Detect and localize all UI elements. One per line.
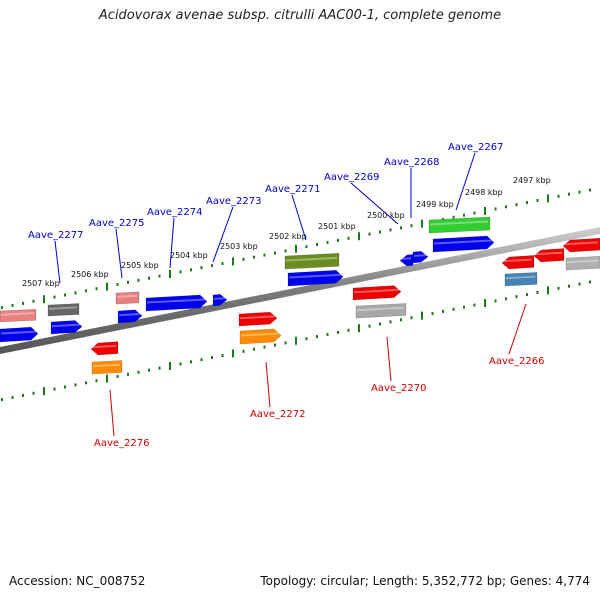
feature-arrow xyxy=(145,294,208,312)
feature-arrow xyxy=(239,328,282,345)
scale-label: 2501 kbp xyxy=(318,222,356,231)
feature-highlight xyxy=(116,294,138,298)
feature-highlight xyxy=(146,298,206,304)
leader-line xyxy=(109,389,115,437)
backbone-band xyxy=(0,227,600,354)
gene-features xyxy=(0,216,600,375)
gene-label-upper: Aave_2277 xyxy=(28,230,84,241)
feature-arrow-reverse xyxy=(501,255,535,270)
gene-label-lower: Aave_2276 xyxy=(94,438,150,449)
gene-label-upper: Aave_2273 xyxy=(206,196,262,207)
feature-highlight xyxy=(51,323,81,328)
feature-highlight xyxy=(502,258,533,263)
feature-highlight xyxy=(400,257,412,260)
feature-highlight xyxy=(566,259,599,264)
scale-label: 2504 kbp xyxy=(170,251,208,260)
leader-line xyxy=(54,240,61,284)
feature-arrow xyxy=(212,293,228,307)
feature-arrow xyxy=(432,235,495,253)
feature-block xyxy=(355,303,407,319)
leader-line xyxy=(350,182,399,225)
feature-highlight xyxy=(0,330,37,335)
gene-label-lower: Aave_2270 xyxy=(371,383,427,394)
scale-label: 2497 kbp xyxy=(513,176,551,185)
feature-highlight xyxy=(429,220,489,226)
scale-label: 2502 kbp xyxy=(269,232,307,241)
feature-block xyxy=(428,216,491,234)
feature-highlight xyxy=(118,313,141,317)
leader-line xyxy=(291,194,307,241)
feature-block xyxy=(47,303,80,317)
feature-block xyxy=(284,252,340,270)
feature-arrow-reverse xyxy=(562,237,600,253)
feature-block xyxy=(0,308,37,323)
leader-line xyxy=(212,206,234,263)
feature-highlight xyxy=(285,256,338,262)
feature-highlight xyxy=(92,363,121,368)
feature-highlight xyxy=(433,239,493,245)
feature-arrow xyxy=(412,250,429,264)
feature-arrow xyxy=(238,311,278,327)
feature-highlight xyxy=(505,275,536,280)
map-title: Acidovorax avenae subsp. citrulli AAC00-… xyxy=(98,8,502,23)
feature-arrow xyxy=(117,309,143,324)
scale-label: 2503 kbp xyxy=(220,242,258,251)
scale-label: 2506 kbp xyxy=(71,270,109,279)
scale-label: 2507 kbp xyxy=(22,279,60,288)
gene-label-upper: Aave_2268 xyxy=(384,157,440,168)
feature-highlight xyxy=(288,273,342,279)
feature-highlight xyxy=(356,306,405,312)
scale-label: 2499 kbp xyxy=(416,200,454,209)
leader-line xyxy=(508,303,527,355)
feature-highlight xyxy=(534,251,563,256)
feature-arrow xyxy=(287,269,344,287)
feature-highlight xyxy=(240,332,280,337)
leader-line xyxy=(455,152,476,211)
feature-arrow xyxy=(0,326,39,343)
feature-arrow-reverse xyxy=(90,341,119,356)
gene-label-lower: Aave_2266 xyxy=(489,356,545,367)
leader-line xyxy=(169,217,175,269)
feature-block xyxy=(115,291,140,305)
scale-label: 2498 kbp xyxy=(465,188,503,197)
feature-block xyxy=(504,272,538,287)
feature-highlight xyxy=(213,297,226,300)
scale-labels: 2507 kbp 2506 kbp 2505 kbp 2504 kbp 2503 kbp… xyxy=(22,176,551,288)
scale-label: 2500 kbp xyxy=(367,211,405,220)
genome-info-text: Topology: circular; Length: 5,352,772 bp… xyxy=(260,574,590,588)
gene-label-upper: Aave_2275 xyxy=(89,218,145,229)
gene-label-lower: Aave_2272 xyxy=(250,409,306,420)
feature-arrow-reverse xyxy=(399,254,414,267)
feature-block xyxy=(91,360,123,375)
feature-arrow-reverse xyxy=(533,248,565,263)
label-leader-lines xyxy=(54,152,527,437)
leader-line xyxy=(386,336,392,382)
gene-labels: Aave_2277Aave_2275Aave_2274Aave_2273Aave… xyxy=(28,142,545,449)
upper-scale-ticks xyxy=(1,188,591,310)
feature-block xyxy=(565,255,600,271)
gene-label-upper: Aave_2274 xyxy=(147,207,203,218)
lower-scale-ticks xyxy=(1,280,591,402)
feature-arrow xyxy=(50,320,83,335)
feature-highlight xyxy=(239,315,276,320)
feature-highlight xyxy=(91,344,117,349)
gene-label-upper: Aave_2269 xyxy=(324,172,380,183)
leader-line xyxy=(265,361,271,408)
gene-label-upper: Aave_2271 xyxy=(265,184,321,195)
feature-highlight xyxy=(353,288,400,294)
leader-line xyxy=(115,228,123,279)
gene-label-upper: Aave_2267 xyxy=(448,142,504,153)
feature-highlight xyxy=(0,312,35,316)
feature-highlight xyxy=(48,306,78,310)
feature-arrow xyxy=(352,285,402,301)
accession-text: Accession: NC_008752 xyxy=(9,574,146,588)
feature-highlight xyxy=(413,254,427,257)
genome-backbone xyxy=(0,227,600,354)
feature-highlight xyxy=(563,241,599,246)
scale-label: 2505 kbp xyxy=(121,261,159,270)
